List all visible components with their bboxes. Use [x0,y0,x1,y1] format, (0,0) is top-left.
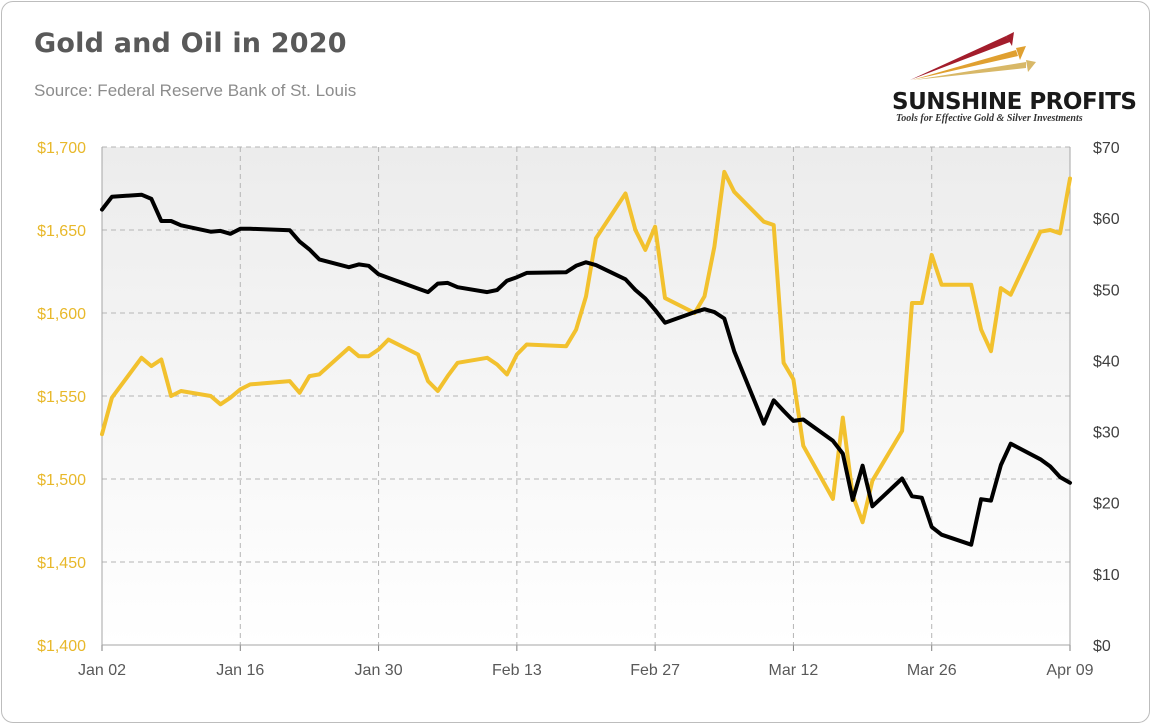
y-left-tick-label: $1,450 [37,555,86,572]
y-left-tick-label: $1,600 [37,306,86,323]
x-tick-label: Jan 30 [355,662,403,679]
y-right-tick-label: $60 [1093,211,1120,228]
y-left-tick-label: $1,550 [37,389,86,406]
y-right-tick-label: $0 [1093,638,1111,655]
x-tick-label: Feb 13 [492,662,542,679]
y-left-tick-label: $1,400 [37,638,86,655]
x-tick-label: Mar 26 [907,662,957,679]
oil-price-line [100,192,1072,547]
x-tick-label: Jan 16 [216,662,264,679]
logo-arrows-icon [910,32,1036,80]
logo-tagline: Tools for Effective Gold & Silver Invest… [896,113,1083,124]
gold-price-line [100,169,1072,525]
y-right-tick-label: $40 [1093,353,1120,370]
chart-subtitle: Source: Federal Reserve Bank of St. Loui… [34,81,357,100]
x-tick-label: Jan 02 [78,662,126,679]
chart-title: Gold and Oil in 2020 [34,28,347,59]
x-tick-label: Mar 12 [769,662,819,679]
y-left-tick-label: $1,500 [37,472,86,489]
y-left-tick-label: $1,650 [37,223,86,240]
y-right-tick-label: $30 [1093,425,1120,442]
x-tick-label: Feb 27 [630,662,680,679]
y-right-tick-label: $20 [1093,496,1120,513]
y-right-tick-label: $70 [1093,140,1120,157]
y-right-tick-label: $10 [1093,567,1120,584]
x-tick-label: Apr 09 [1046,662,1093,679]
y-right-tick-label: $50 [1093,282,1120,299]
logo-name: SUNSHINE PROFITS [892,89,1137,115]
y-left-tick-label: $1,700 [37,140,86,157]
